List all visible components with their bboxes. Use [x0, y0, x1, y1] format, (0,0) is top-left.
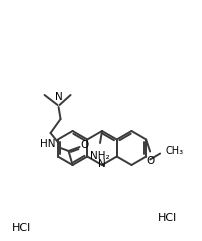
Text: N: N: [54, 92, 62, 102]
Text: HCl: HCl: [12, 223, 32, 233]
Text: O: O: [145, 155, 154, 166]
Text: HN: HN: [40, 139, 55, 149]
Text: N: N: [98, 159, 105, 169]
Text: HCl: HCl: [158, 213, 177, 223]
Text: CH₃: CH₃: [164, 147, 182, 156]
Text: O: O: [80, 140, 88, 150]
Text: NH₂: NH₂: [90, 151, 109, 161]
